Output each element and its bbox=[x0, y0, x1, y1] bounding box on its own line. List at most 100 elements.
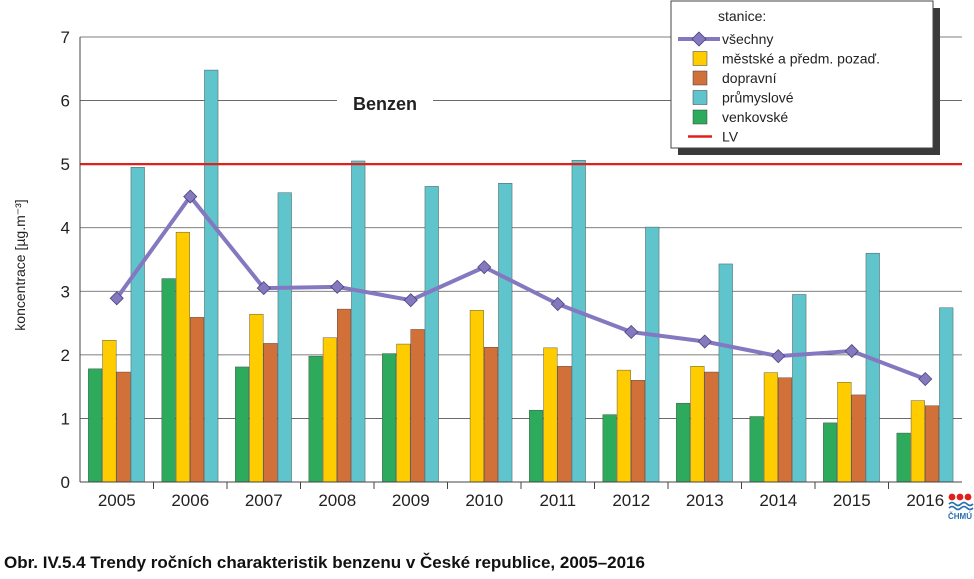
bar bbox=[130, 167, 145, 483]
legend-label: LV bbox=[722, 129, 739, 145]
bar bbox=[704, 371, 719, 483]
x-tick-label: 2007 bbox=[245, 491, 283, 510]
bars bbox=[88, 69, 954, 483]
chart-title: Benzen bbox=[353, 94, 417, 114]
bar bbox=[308, 355, 323, 483]
y-tick-label: 4 bbox=[61, 219, 70, 238]
x-tick-label: 2005 bbox=[98, 491, 136, 510]
legend: stanice: všechny městské a předm. pozaď. do… bbox=[670, 0, 940, 155]
bar bbox=[382, 353, 397, 483]
bar bbox=[161, 278, 176, 483]
y-tick-label: 6 bbox=[61, 92, 70, 111]
line-point bbox=[183, 189, 198, 204]
y-axis-label-group: koncentrace [µg.m⁻³] bbox=[12, 199, 28, 330]
y-tick-label: 5 bbox=[61, 155, 70, 174]
bar bbox=[543, 347, 558, 483]
x-tick-label: 2013 bbox=[686, 491, 724, 510]
axes bbox=[79, 37, 962, 489]
x-tick-label: 2015 bbox=[833, 491, 871, 510]
figure-caption: Obr. IV.5.4 Trendy ročních charakteristi… bbox=[4, 553, 645, 572]
bar bbox=[263, 343, 278, 483]
chmu-logo-icon: ČHMÚ bbox=[948, 493, 974, 521]
bar bbox=[602, 414, 617, 483]
bar bbox=[410, 329, 425, 483]
bar bbox=[88, 368, 103, 483]
bar bbox=[190, 317, 205, 483]
series-line bbox=[115, 194, 926, 381]
bar bbox=[690, 366, 705, 483]
x-tick-label: 2006 bbox=[171, 491, 209, 510]
bar bbox=[865, 252, 880, 483]
chart-title-bg bbox=[337, 88, 433, 116]
x-tick-label: 2009 bbox=[392, 491, 430, 510]
chart-title-layer: Benzen bbox=[337, 88, 433, 116]
legend-heading: stanice: bbox=[718, 8, 766, 24]
bar bbox=[631, 380, 646, 483]
y-tick-label: 7 bbox=[61, 28, 70, 47]
bar bbox=[102, 340, 117, 483]
bar bbox=[116, 371, 131, 483]
line-point bbox=[477, 260, 492, 275]
bar bbox=[778, 377, 793, 483]
y-tick-label: 2 bbox=[61, 346, 70, 365]
line-point bbox=[550, 296, 565, 312]
bar bbox=[351, 160, 366, 483]
bar bbox=[557, 366, 572, 483]
legend-swatch bbox=[692, 51, 708, 66]
y-axis-label: koncentrace [µg.m⁻³] bbox=[12, 199, 28, 330]
legend-swatch bbox=[692, 70, 708, 86]
bar bbox=[204, 69, 219, 483]
x-tick-label: 2012 bbox=[612, 491, 650, 510]
bar bbox=[498, 183, 513, 483]
x-tick-label: 2010 bbox=[465, 491, 503, 510]
line-point bbox=[624, 324, 639, 340]
line-point bbox=[844, 343, 859, 359]
legend-label: venkovské bbox=[722, 109, 788, 125]
legend-label: všechny bbox=[722, 31, 773, 47]
bar bbox=[571, 160, 586, 483]
bar bbox=[396, 343, 411, 483]
bar bbox=[792, 294, 807, 483]
bar bbox=[424, 186, 439, 483]
legend-label: průmyslové bbox=[722, 90, 794, 106]
bar bbox=[749, 416, 764, 483]
bar bbox=[896, 432, 911, 483]
line-point bbox=[771, 349, 786, 364]
bar bbox=[337, 308, 352, 483]
legend-label: městské a předm. pozaď. bbox=[722, 51, 880, 67]
benzene-chart: 0 1 2 3 4 5 6 7 2005 2006 2007 2008 2009 2010 2011 2012… bbox=[12, 0, 974, 521]
x-tick-label: 2008 bbox=[318, 491, 356, 510]
bar bbox=[718, 263, 733, 483]
y-tick-label: 3 bbox=[61, 282, 70, 301]
legend-label: dopravní bbox=[722, 70, 777, 86]
line-point bbox=[330, 279, 345, 294]
x-tick-label: 2014 bbox=[759, 491, 797, 510]
y-tick-label: 1 bbox=[61, 409, 70, 428]
logo-text: ČHMÚ bbox=[948, 512, 972, 521]
bar bbox=[484, 347, 499, 483]
y-tick-label: 0 bbox=[61, 473, 70, 492]
bar bbox=[277, 192, 292, 483]
bar bbox=[910, 400, 925, 483]
bar bbox=[529, 409, 544, 483]
legend-box bbox=[670, 0, 934, 149]
tick-labels: 0 1 2 3 4 5 6 7 2005 2006 2007 2008 2009 2010 2011 2012… bbox=[61, 28, 945, 510]
legend-marker bbox=[691, 31, 707, 47]
bar bbox=[676, 402, 691, 483]
bar bbox=[823, 422, 838, 483]
line-point bbox=[256, 281, 271, 296]
line-point bbox=[697, 334, 712, 349]
bar bbox=[925, 405, 940, 483]
x-tick-label: 2016 bbox=[906, 491, 944, 510]
bar bbox=[469, 310, 484, 483]
bar bbox=[322, 337, 337, 483]
line-point bbox=[403, 293, 418, 308]
bar bbox=[235, 366, 250, 483]
bar bbox=[249, 313, 264, 483]
legend-swatch bbox=[692, 90, 708, 105]
bar bbox=[763, 372, 778, 483]
bar bbox=[175, 231, 190, 483]
bar bbox=[645, 226, 660, 483]
bar bbox=[851, 394, 866, 483]
bar bbox=[939, 307, 954, 483]
